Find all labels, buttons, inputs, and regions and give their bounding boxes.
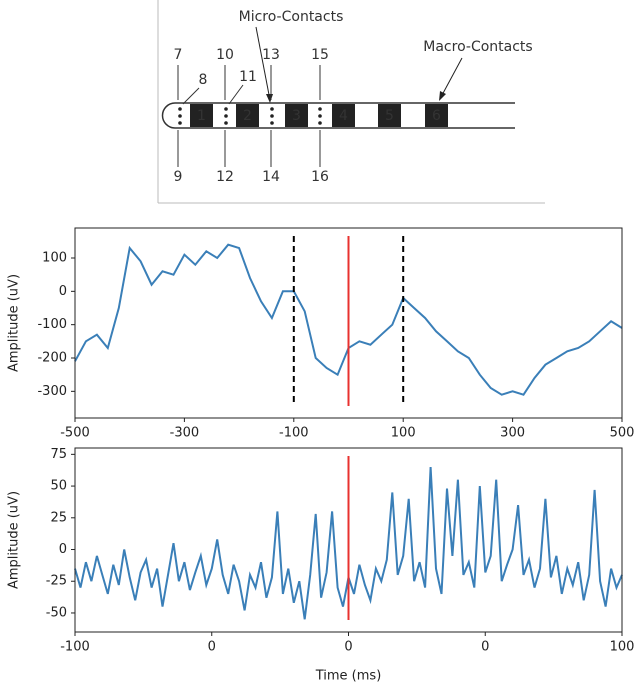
x-tick-label: 0: [344, 640, 352, 655]
micro-label: 7: [174, 47, 183, 63]
micro-label: 10: [216, 47, 234, 63]
x-tick-label: 100: [610, 640, 635, 655]
x-tick-label: -300: [170, 426, 200, 441]
macro-contact: [378, 104, 401, 127]
y-axis-label: Amplitude (uV): [7, 274, 22, 372]
x-tick-label: 300: [500, 426, 525, 441]
arrow: [440, 57, 463, 98]
macro-label: 4: [339, 108, 348, 124]
micro-title: Micro-Contacts: [239, 9, 344, 25]
micro-label: 8: [199, 72, 208, 88]
macro-label: 5: [385, 108, 394, 124]
x-tick-label: 0: [208, 640, 216, 655]
micro-dot: [178, 121, 182, 125]
x-axis-label: Time (ms): [315, 669, 382, 684]
y-tick-label: -300: [37, 384, 67, 399]
micro-dot: [270, 121, 274, 125]
arrow-head: [266, 94, 273, 103]
y-tick-label: -100: [37, 317, 67, 332]
macro-contact: [285, 104, 308, 127]
micro-label: 16: [311, 169, 329, 185]
y-tick-label: 75: [50, 447, 67, 462]
arrow: [255, 26, 271, 101]
leader-line: [228, 84, 244, 105]
y-tick-label: 100: [42, 251, 67, 266]
macro-label: 3: [292, 108, 301, 124]
micro-dot: [178, 114, 182, 118]
micro-label: 9: [174, 169, 183, 185]
micro-label: 15: [311, 47, 329, 63]
micro-dot: [224, 114, 228, 118]
plot-frame: [74, 227, 623, 419]
micro-dot: [318, 107, 322, 111]
macro-contact: [190, 104, 213, 127]
micro-dot: [270, 107, 274, 111]
electrode-diagram: Micro-Contacts Macro-Contacts 1 2 3 4 5 67891…: [157, 0, 545, 204]
micro-dot: [318, 114, 322, 118]
x-tick-label: 100: [391, 426, 416, 441]
y-tick-label: -200: [37, 351, 67, 366]
y-axis-label: Amplitude (uV): [7, 491, 22, 589]
leader-line: [182, 87, 200, 105]
y-tick-label: -50: [46, 605, 67, 620]
micro-dot: [318, 121, 322, 125]
micro-dot: [270, 114, 274, 118]
micro-dot: [178, 107, 182, 111]
macro-title: Macro-Contacts: [423, 39, 532, 55]
micro-label: 12: [216, 169, 234, 185]
micro-label: 14: [262, 169, 280, 185]
micro-dot: [224, 121, 228, 125]
macro-contact: [236, 104, 259, 127]
micro-label: 13: [262, 47, 280, 63]
x-tick-label: -500: [60, 426, 90, 441]
y-tick-label: -25: [46, 574, 67, 589]
plot-frame: [74, 447, 623, 633]
micro-label: 11: [239, 69, 257, 85]
y-tick-label: 0: [59, 284, 67, 299]
macro-label: 2: [243, 108, 252, 124]
macro-label: 6: [432, 108, 441, 124]
y-tick-label: 0: [59, 542, 67, 557]
x-tick-label: 0: [481, 640, 489, 655]
y-tick-label: 50: [50, 479, 67, 494]
y-tick-label: 25: [50, 510, 67, 525]
macro-contact: [332, 104, 355, 127]
x-tick-label: -100: [279, 426, 309, 441]
x-tick-label: -100: [60, 640, 90, 655]
macro-contact: [425, 104, 448, 127]
micro-dot: [224, 107, 228, 111]
arrow-head: [439, 91, 446, 101]
x-tick-label: 500: [610, 426, 635, 441]
macro-label: 1: [197, 108, 206, 124]
